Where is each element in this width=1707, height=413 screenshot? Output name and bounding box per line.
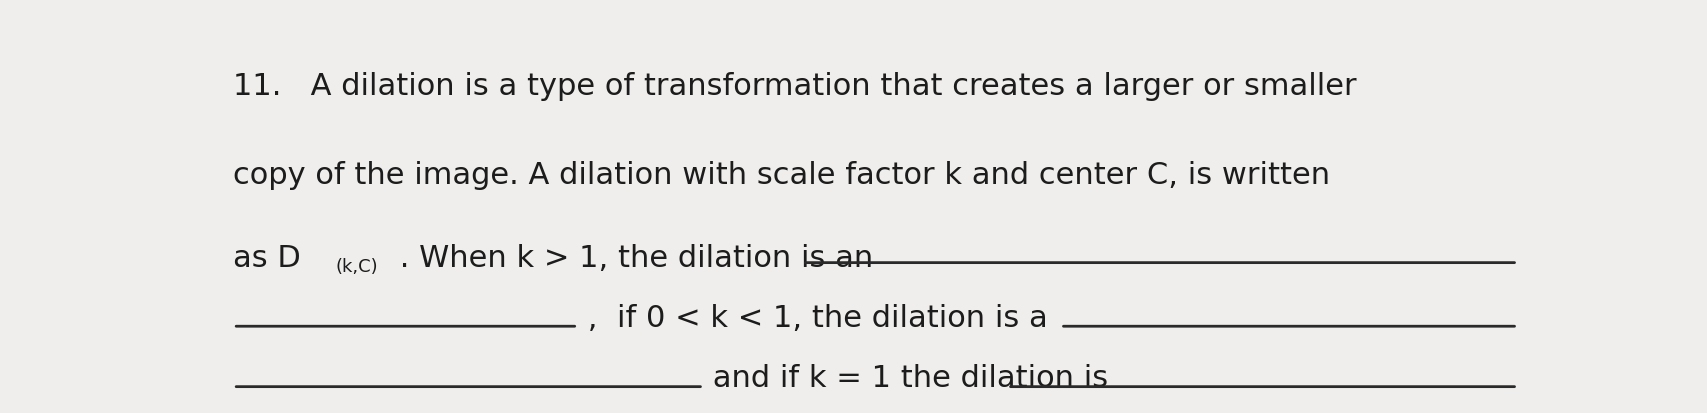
Text: copy of the image. A dilation with scale factor k and center C, is written: copy of the image. A dilation with scale… bbox=[234, 161, 1330, 190]
Text: as D: as D bbox=[234, 244, 300, 273]
Text: and if k = 1 the dilation is: and if k = 1 the dilation is bbox=[703, 364, 1108, 394]
Text: . When k > 1, the dilation is an: . When k > 1, the dilation is an bbox=[389, 244, 872, 273]
Text: ,  if 0 < k < 1, the dilation is a: , if 0 < k < 1, the dilation is a bbox=[577, 304, 1046, 333]
Text: 11.   A dilation is a type of transformation that creates a larger or smaller: 11. A dilation is a type of transformati… bbox=[234, 72, 1355, 101]
Text: (k,C): (k,C) bbox=[335, 258, 377, 276]
